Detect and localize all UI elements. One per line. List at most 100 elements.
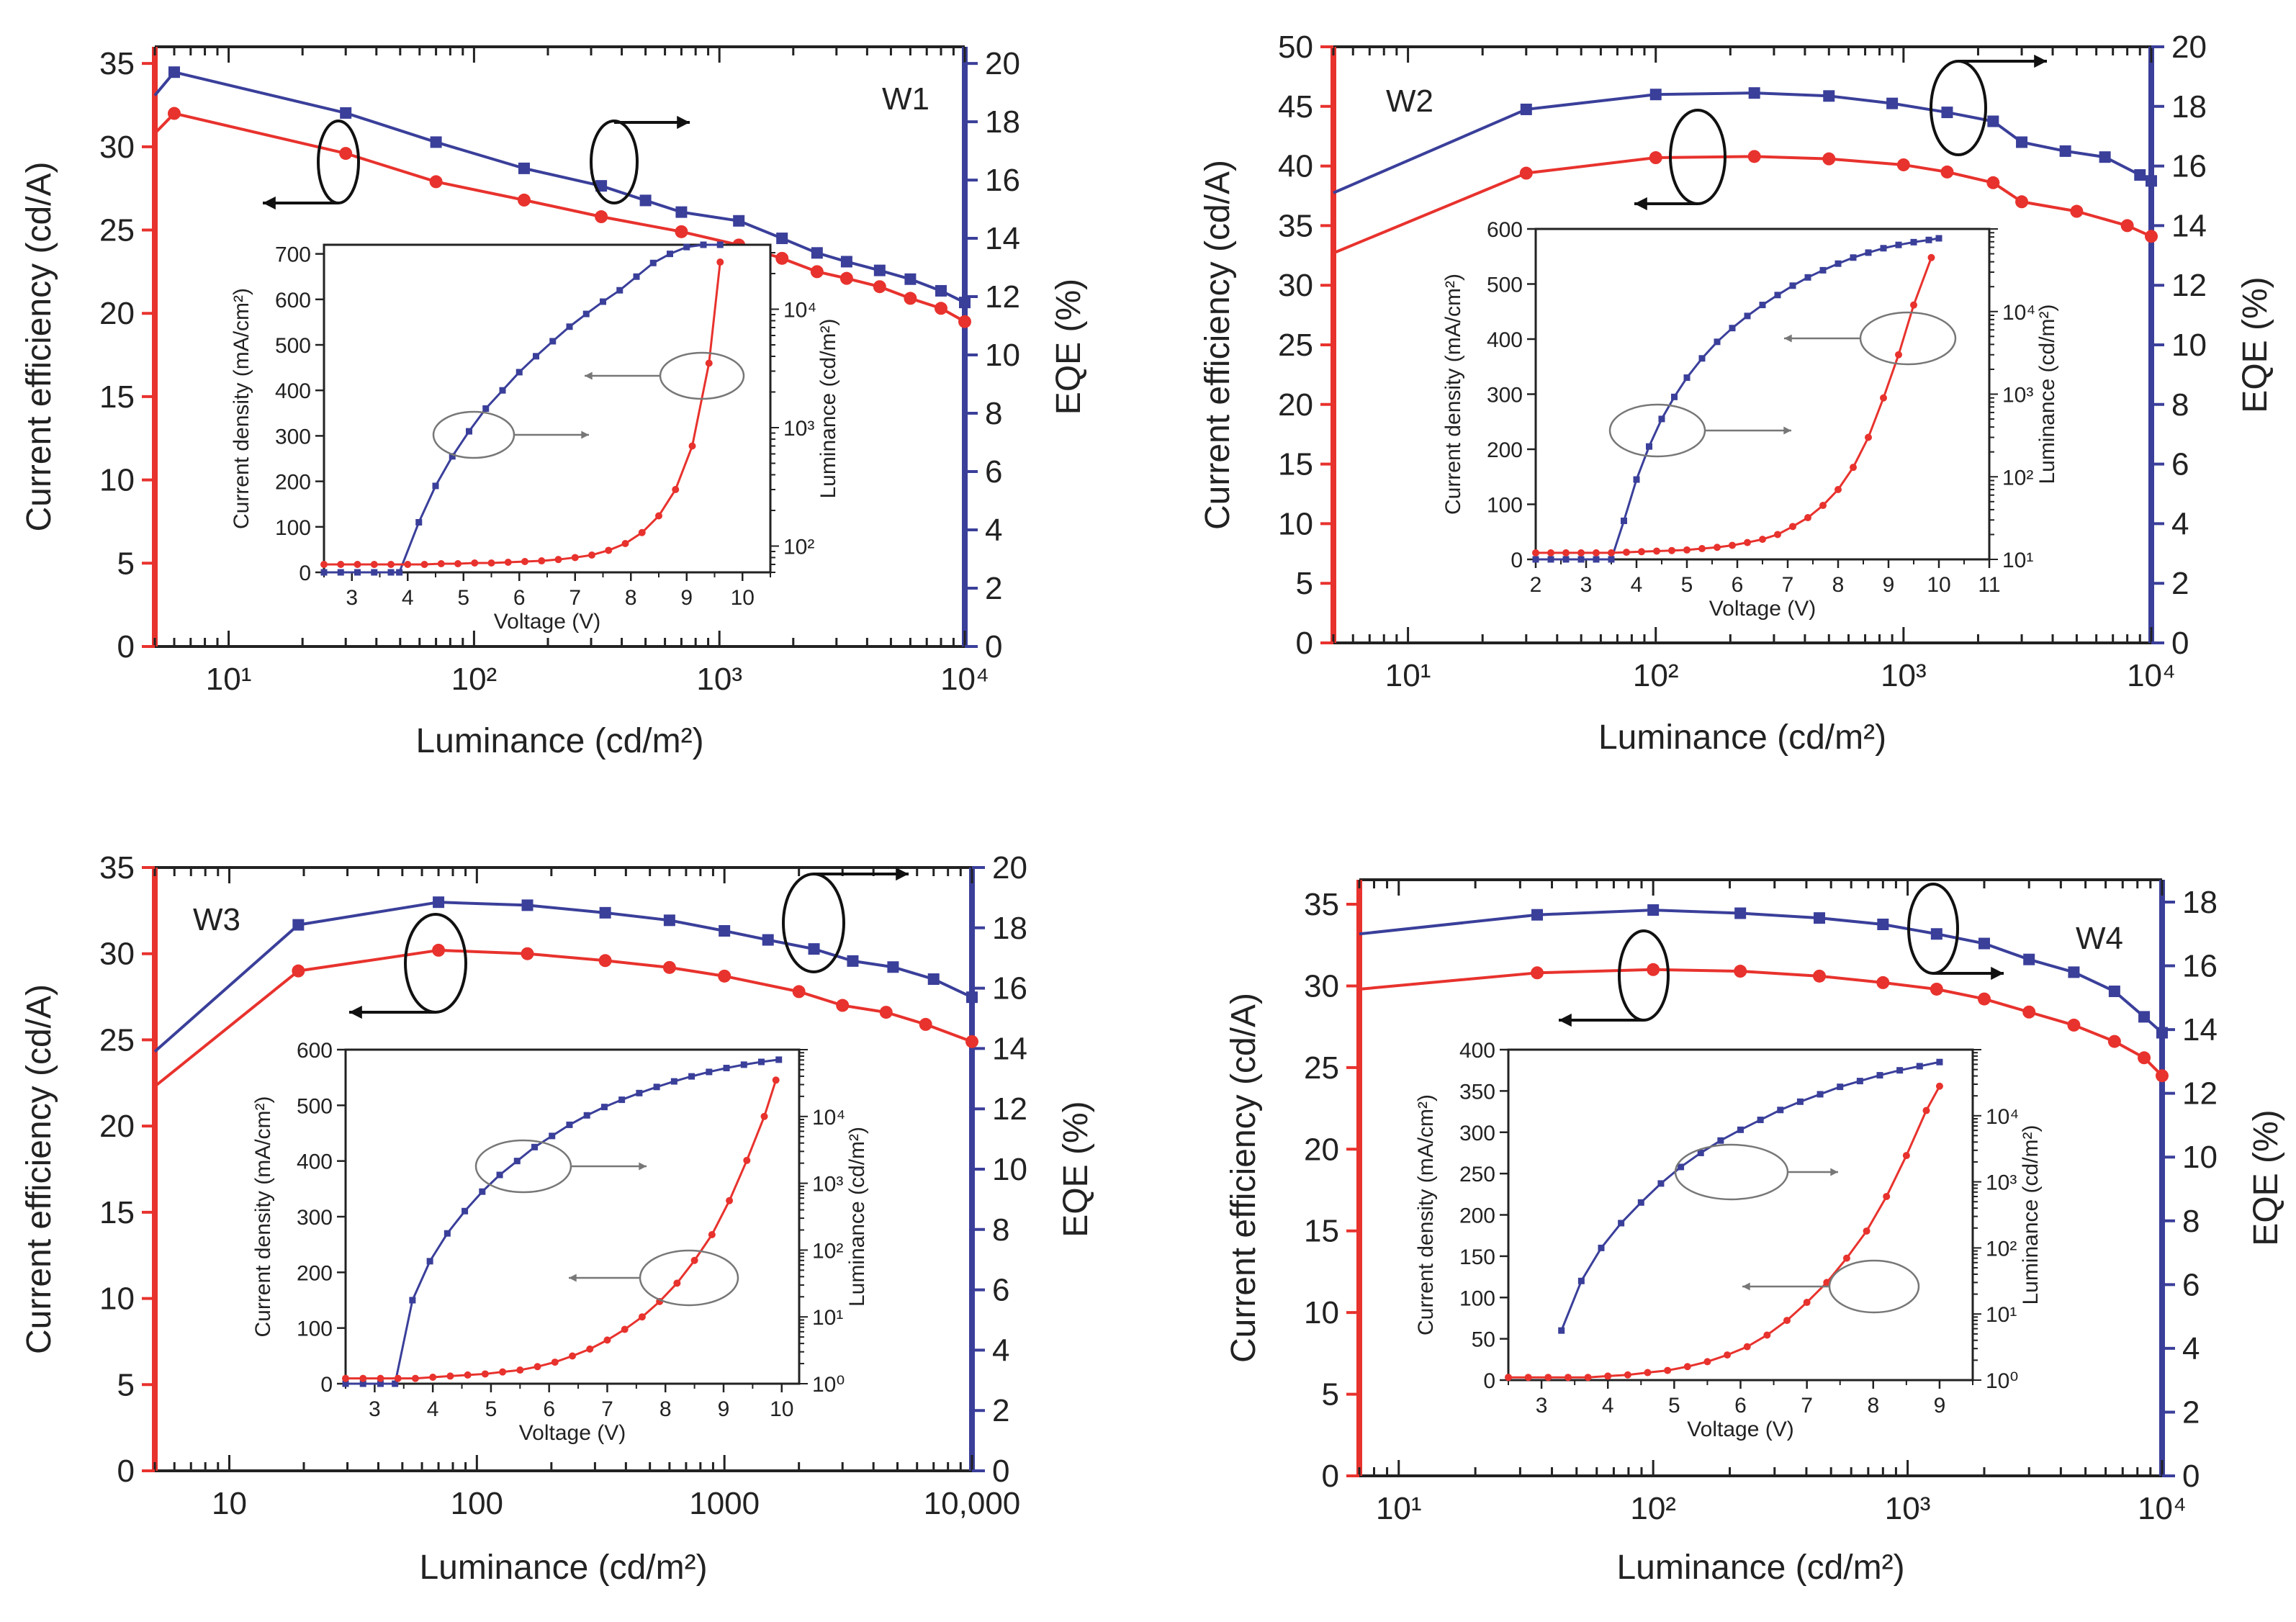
eqe-point	[2099, 151, 2111, 163]
left-y-tick-label: 5	[1322, 1377, 1339, 1413]
current-density-point	[1856, 1078, 1863, 1085]
eqe-point	[2068, 966, 2080, 978]
left-y-tick-label: 45	[1278, 89, 1313, 125]
x-tick-label: 10²	[451, 662, 498, 697]
inset-frame	[323, 243, 772, 574]
current-density-point	[1562, 556, 1570, 563]
eqe-point	[1649, 89, 1662, 101]
inset-right-y-axis-label: Luminance (cd/m²)	[2019, 1125, 2043, 1305]
current-efficiency-point	[1649, 151, 1662, 165]
luminance-point	[705, 359, 713, 367]
inset-left-y-tick-label: 100	[297, 1317, 333, 1341]
right-y-tick-label: 8	[985, 396, 1002, 431]
luminance-point	[716, 258, 724, 266]
current-density-point	[582, 310, 590, 317]
luminance-point	[1714, 544, 1721, 551]
right-y-tick-label: 16	[985, 163, 1020, 198]
current-density-point	[700, 241, 707, 248]
current-density-point	[566, 1121, 573, 1128]
current-density-point	[499, 387, 506, 394]
inset-x-tick-label: 10	[731, 586, 755, 610]
inset-x-tick-label: 3	[1536, 1394, 1548, 1418]
current-efficiency-point	[675, 225, 688, 238]
current-efficiency-point	[839, 271, 853, 285]
right-y-tick-label: 14	[985, 221, 1020, 256]
inset-plot: 3 4 5 6 7 8 9 10010020030040050060070010²10³10⁴…	[230, 241, 840, 634]
inset-left-y-tick-label: 100	[275, 516, 311, 540]
eqe-point	[292, 919, 305, 931]
inset-left-y-tick-label: 700	[275, 243, 311, 267]
inset-x-tick-label: 10	[770, 1397, 793, 1421]
current-density-point	[1646, 443, 1652, 450]
luminance-point	[534, 1363, 541, 1371]
inset-left-y-tick-label: 600	[275, 289, 311, 312]
inset-x-tick-label: 7	[1801, 1394, 1813, 1418]
current-density-point	[1834, 260, 1842, 267]
left-y-axis-label: Current efficiency (cd/A)	[20, 984, 58, 1354]
left-y-tick-label: 10	[1304, 1295, 1339, 1330]
current-density-point	[337, 569, 344, 576]
inset-left-y-tick-label: 500	[297, 1094, 333, 1118]
eqe-point	[518, 162, 530, 174]
eqe-point	[340, 107, 352, 119]
current-density-point	[1683, 374, 1691, 382]
luminance-point	[1863, 1227, 1870, 1235]
left-y-tick-label: 0	[117, 629, 135, 664]
current-density-point	[432, 482, 439, 490]
x-tick-label: 10¹	[1385, 658, 1431, 693]
x-axis-label: Luminance (cd/m²)	[419, 1549, 707, 1587]
luminance-point	[1703, 1358, 1711, 1366]
inset-left-y-tick-label: 50	[1472, 1328, 1495, 1352]
current-density-point	[1865, 249, 1872, 256]
current-density-point	[670, 1078, 677, 1085]
inset-right-y-tick-label: 10⁰	[1986, 1369, 2018, 1393]
main-annotation-arrowhead	[677, 115, 690, 130]
luminance-point	[1562, 549, 1570, 557]
luminance-point	[499, 1368, 507, 1376]
inset-left-y-tick-label: 200	[275, 471, 311, 495]
inset-left-y-tick-label: 400	[275, 379, 311, 403]
eqe-point	[675, 206, 688, 218]
left-y-tick-label: 5	[117, 546, 135, 581]
inset-left-y-tick-label: 100	[1487, 494, 1523, 518]
luminance-point	[516, 1366, 524, 1374]
current-density-point	[513, 1158, 521, 1165]
inset-annotation-arrowhead	[1784, 334, 1792, 343]
current-density-point	[740, 1061, 747, 1068]
eqe-point	[2156, 1027, 2168, 1039]
luminance-point	[571, 554, 579, 562]
current-density-point	[633, 273, 640, 280]
left-y-tick-label: 15	[1278, 447, 1313, 482]
main-annotation-arrowhead	[896, 867, 909, 881]
current-density-point	[1910, 238, 1917, 245]
inset-frame	[344, 1048, 801, 1385]
inset-right-y-tick-label: 10⁴	[783, 299, 816, 323]
left-y-tick-label: 5	[117, 1367, 135, 1402]
left-y-tick-label: 50	[1278, 30, 1313, 65]
right-y-axis-label: EQE (%)	[2247, 1109, 2285, 1245]
eqe-point	[168, 66, 180, 78]
left-y-tick-label: 20	[99, 1109, 135, 1144]
inset-right-y-tick-label: 10¹	[2002, 549, 2033, 572]
inset-left-y-tick-label: 0	[1483, 1369, 1495, 1393]
luminance-point	[1895, 351, 1902, 359]
inset-x-tick-label: 9	[1883, 573, 1895, 597]
eqe-point	[2059, 145, 2071, 157]
current-density-point	[1714, 338, 1721, 346]
luminance-point	[481, 1370, 489, 1378]
panel-w3: 10 100 1000 10,0000510152025303502468101214…	[20, 850, 1095, 1587]
luminance-point	[1653, 547, 1660, 555]
luminance-point	[1724, 1351, 1732, 1359]
eqe-point	[966, 991, 978, 1004]
left-y-tick-label: 25	[1304, 1050, 1339, 1086]
inset-x-axis-label: Voltage (V)	[519, 1421, 626, 1445]
eqe-point	[2016, 136, 2028, 148]
eqe-point	[762, 934, 774, 946]
current-density-point	[758, 1058, 765, 1065]
current-efficiency-point	[595, 210, 608, 224]
current-efficiency-point	[1519, 166, 1533, 180]
current-density-point	[600, 1104, 608, 1111]
luminance-point	[708, 1231, 716, 1239]
right-y-tick-label: 18	[2171, 89, 2207, 125]
luminance-point	[1743, 1343, 1751, 1351]
